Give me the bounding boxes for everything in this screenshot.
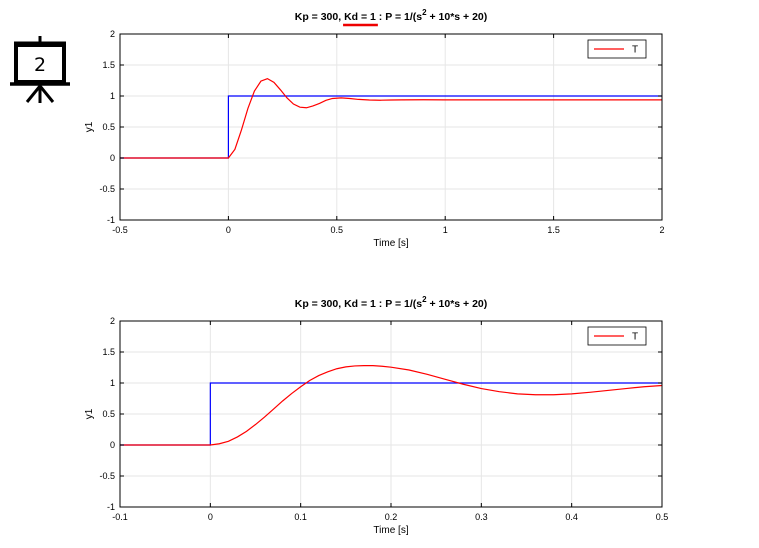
y-tick-label: 1.5 — [102, 60, 115, 70]
x-tick-label: -0.1 — [112, 512, 128, 522]
title-part: + 10*s + 20) — [427, 11, 488, 23]
x-tick-label: 0.3 — [475, 512, 488, 522]
x-tick-label: 0 — [226, 225, 231, 235]
y-tick-label: 2 — [110, 316, 115, 326]
title-superscript: 2 — [422, 295, 427, 304]
y-tick-label: 1 — [110, 378, 115, 388]
y-tick-label: 1.5 — [102, 347, 115, 357]
y-axis-label: y1 — [84, 408, 95, 419]
title-superscript: 2 — [422, 8, 427, 17]
legend-label-T: T — [632, 45, 638, 56]
x-tick-label: 1.5 — [547, 225, 560, 235]
chart-title: Kp = 300, Kd = 1 : P = 1/(s2 + 10*s + 20… — [295, 8, 488, 23]
x-axis-label: Time [s] — [373, 525, 408, 536]
x-tick-label: 0.5 — [331, 225, 344, 235]
title-part: Kp = 300, — [295, 11, 344, 23]
y-tick-label: 0.5 — [102, 409, 115, 419]
response-line-T — [120, 365, 663, 446]
legend: T — [587, 39, 647, 59]
y-tick-label: 2 — [110, 29, 115, 39]
x-tick-label: 0 — [208, 512, 213, 522]
legend: T — [587, 326, 647, 346]
title-part: : P = 1/(s — [379, 298, 422, 310]
title-kd-part: Kd = 1 — [344, 11, 379, 23]
x-tick-label: 0.2 — [385, 512, 398, 522]
y-tick-label: -1 — [107, 215, 115, 225]
chart-bottom: -0.1 0 0.1 0.2 0.3 0.4 0.5 -1 -0.5 0 0.5 1 1.5 2 Time … — [84, 295, 668, 536]
x-tick-label: 0.1 — [294, 512, 307, 522]
presentation-board-icon[interactable]: 2 — [10, 36, 70, 103]
x-tick-label: 2 — [659, 225, 664, 235]
x-tick-label: 0.5 — [656, 512, 669, 522]
badge-number: 2 — [34, 54, 46, 76]
title-part: + 10*s + 20) — [427, 298, 488, 310]
title-part: : P = 1/(s — [379, 11, 422, 23]
y-tick-label: 0.5 — [102, 122, 115, 132]
chart-title: Kp = 300, Kd = 1 : P = 1/(s2 + 10*s + 20… — [295, 295, 488, 310]
title-kd-part: Kd = 1 — [344, 298, 379, 310]
y-tick-label: -1 — [107, 502, 115, 512]
y-tick-label: 0 — [110, 440, 115, 450]
response-line-T — [120, 77, 662, 159]
title-part: Kp = 300, — [295, 298, 344, 310]
y-tick-label: 1 — [110, 91, 115, 101]
x-axis-label: Time [s] — [373, 238, 408, 249]
y-axis-label: y1 — [84, 121, 95, 132]
y-tick-label: -0.5 — [99, 184, 115, 194]
legend-label-T: T — [632, 332, 638, 343]
x-tick-label: 1 — [443, 225, 448, 235]
x-tick-label: -0.5 — [112, 225, 128, 235]
y-tick-label: -0.5 — [99, 471, 115, 481]
x-tick-label: 0.4 — [565, 512, 578, 522]
y-tick-label: 0 — [110, 153, 115, 163]
